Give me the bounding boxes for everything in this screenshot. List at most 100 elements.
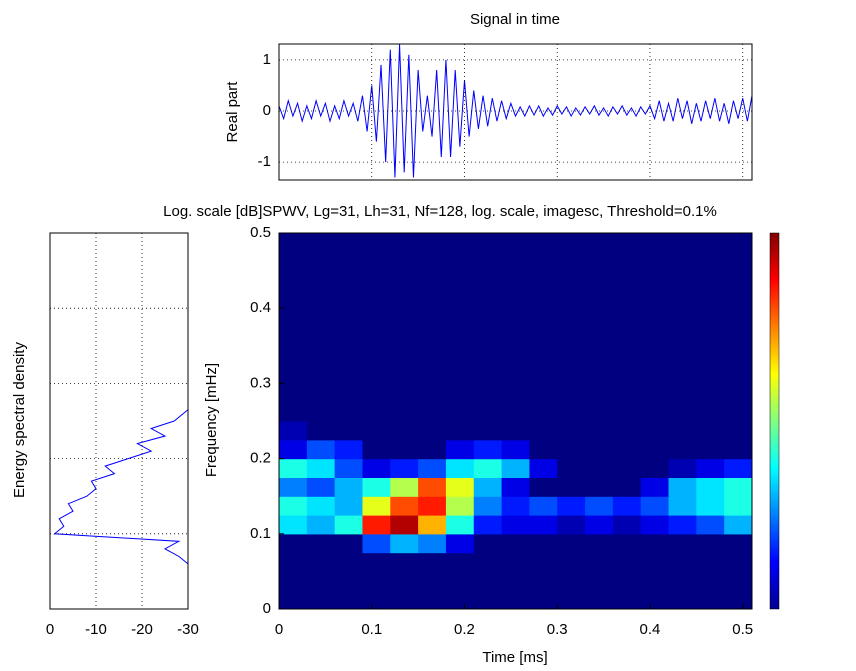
heatmap-cell xyxy=(696,327,725,347)
heatmap-cell xyxy=(390,233,419,253)
heatmap-cell xyxy=(696,251,725,272)
heatmap-cell xyxy=(418,251,447,272)
heatmap-cell xyxy=(473,251,503,272)
heatmap-cell xyxy=(445,421,475,441)
heatmap-cell xyxy=(640,496,670,516)
y-tick-label: 0.5 xyxy=(250,224,271,241)
heatmap-cell xyxy=(668,402,697,422)
heatmap-cell xyxy=(334,496,364,516)
axes-frame xyxy=(278,43,753,181)
heatmap-cell xyxy=(279,439,308,460)
heatmap-cell xyxy=(557,477,586,497)
heatmap-cell xyxy=(585,233,614,253)
heatmap-cell xyxy=(640,533,670,554)
heatmap-cell xyxy=(445,439,475,460)
heatmap-cell xyxy=(529,251,558,272)
heatmap-cell xyxy=(612,421,642,441)
heatmap-cell xyxy=(668,364,697,384)
heatmap-cell xyxy=(529,421,558,441)
heatmap-cell xyxy=(640,364,670,384)
heatmap-cell xyxy=(696,533,725,554)
heatmap-cell xyxy=(640,421,670,441)
heatmap-cell xyxy=(640,308,670,328)
x-tick-label: 0.1 xyxy=(361,621,382,638)
heatmap-cell xyxy=(668,308,697,328)
heatmap-cell xyxy=(418,327,447,347)
heatmap-cell xyxy=(279,308,308,328)
heatmap-cell xyxy=(529,533,558,554)
heatmap-cell xyxy=(501,345,531,366)
heatmap-cell xyxy=(390,421,419,441)
axes-frame xyxy=(49,232,189,610)
heatmap-cell xyxy=(362,270,391,290)
heatmap-cell xyxy=(334,233,364,253)
heatmap-cell xyxy=(334,477,364,497)
heatmap-cell xyxy=(390,402,419,422)
heatmap-cell xyxy=(668,383,697,403)
heatmap-cell xyxy=(529,439,558,460)
heatmap-cell xyxy=(529,327,558,347)
data-line xyxy=(279,44,752,178)
heatmap-cell xyxy=(612,402,642,422)
heatmap-cell xyxy=(306,458,336,478)
heatmap-cell xyxy=(724,308,752,328)
heatmap-cell xyxy=(529,383,558,403)
y-axis-label: Energy spectral density xyxy=(11,342,28,498)
heatmap-cell xyxy=(306,590,336,609)
heatmap-cell xyxy=(390,458,419,478)
heatmap-cell xyxy=(279,364,308,384)
y-axis-label: Real part xyxy=(224,81,241,143)
heatmap-cell xyxy=(445,458,475,478)
heatmap-cell xyxy=(306,345,336,366)
chart-title: Signal in time xyxy=(470,11,560,28)
heatmap-cell xyxy=(557,364,586,384)
heatmap-cell xyxy=(279,515,308,535)
colorbar xyxy=(769,232,780,610)
heatmap-cell xyxy=(279,251,308,272)
heatmap-cell xyxy=(473,477,503,497)
chart-title: Log. scale [dB]SPWV, Lg=31, Lh=31, Nf=12… xyxy=(163,203,717,220)
heatmap-cell xyxy=(668,251,697,272)
heatmap-cell xyxy=(473,439,503,460)
heatmap-cell xyxy=(668,233,697,253)
heatmap-cell xyxy=(306,533,336,554)
heatmap-cell xyxy=(557,308,586,328)
x-tick-label: -10 xyxy=(85,621,107,638)
heatmap-cell xyxy=(668,590,697,609)
x-axis-label: Time [ms] xyxy=(482,649,547,666)
heatmap-cell xyxy=(473,270,503,290)
heatmap-cell xyxy=(696,270,725,290)
heatmap-cell xyxy=(724,327,752,347)
heatmap-cell xyxy=(585,439,614,460)
heatmap-cell xyxy=(612,477,642,497)
heatmap-cell xyxy=(612,364,642,384)
data-line xyxy=(53,409,188,565)
heatmap-cell xyxy=(724,439,752,460)
heatmap-cell xyxy=(306,421,336,441)
heatmap-cell xyxy=(696,571,725,591)
heatmap-cell xyxy=(529,270,558,290)
heatmap-cell xyxy=(585,533,614,554)
heatmap-cell xyxy=(640,571,670,591)
heatmap-cell xyxy=(501,402,531,422)
heatmap-cell xyxy=(362,458,391,478)
x-tick-label: 0 xyxy=(275,621,283,638)
heatmap-cell xyxy=(418,308,447,328)
heatmap-cell xyxy=(668,289,697,309)
x-tick-label: 0 xyxy=(46,621,54,638)
y-tick-label: -1 xyxy=(258,153,271,170)
heatmap-cell xyxy=(501,327,531,347)
heatmap-cell xyxy=(585,496,614,516)
heatmap-cell xyxy=(445,289,475,309)
heatmap-cell xyxy=(306,251,336,272)
heatmap-cell xyxy=(279,327,308,347)
heatmap-cell xyxy=(696,458,725,478)
heatmap-cell xyxy=(445,345,475,366)
heatmap-cell xyxy=(696,552,725,572)
heatmap-cell xyxy=(418,345,447,366)
heatmap-cell xyxy=(696,421,725,441)
heatmap-cell xyxy=(473,289,503,309)
heatmap-cell xyxy=(445,251,475,272)
heatmap-cell xyxy=(445,496,475,516)
heatmap-cell xyxy=(612,552,642,572)
